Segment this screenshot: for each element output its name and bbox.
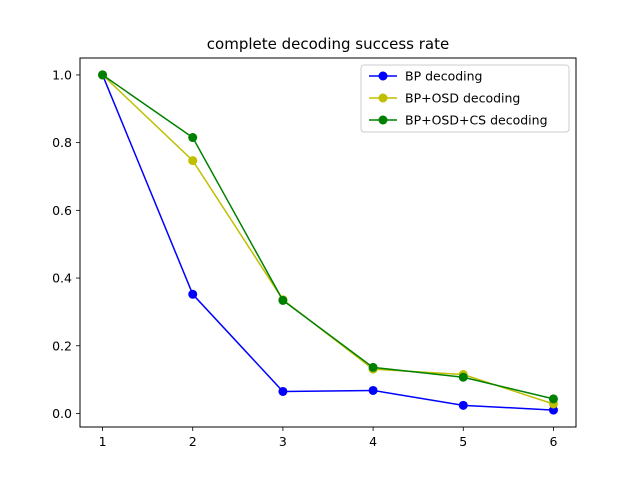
data-point xyxy=(548,394,558,404)
y-tick-label: 0.8 xyxy=(52,135,72,150)
y-tick-label: 0.4 xyxy=(52,271,72,286)
data-point xyxy=(278,295,288,305)
legend-box xyxy=(360,64,570,133)
chart-title: complete decoding success rate xyxy=(207,35,449,53)
legend-marker xyxy=(378,115,388,125)
series-line xyxy=(101,74,554,411)
legend-marker xyxy=(378,71,388,81)
x-tick-label: 4 xyxy=(369,434,377,449)
y-tick-label: 1.0 xyxy=(52,67,72,82)
y-tick-label: 0.6 xyxy=(52,203,72,218)
data-point xyxy=(368,385,378,395)
data-point xyxy=(458,400,468,410)
series-line xyxy=(102,74,554,400)
x-tick-label: 1 xyxy=(99,434,107,449)
series-3 xyxy=(98,70,558,404)
x-tick-label: 3 xyxy=(279,434,287,449)
legend-label: BP+OSD decoding xyxy=(405,91,520,106)
legend: BP decoding BP+OSD decoding BP+OSD+CS deco… xyxy=(360,64,570,133)
x-axis: 1 2 3 4 5 6 xyxy=(99,427,557,449)
data-point xyxy=(368,362,378,372)
y-tick-label: 0.0 xyxy=(52,406,72,421)
plot-frame xyxy=(79,57,577,428)
data-point xyxy=(98,70,108,80)
data-point xyxy=(458,372,468,382)
legend-marker xyxy=(378,93,388,103)
data-point xyxy=(188,289,198,299)
x-tick-label: 2 xyxy=(189,434,197,449)
series-layer xyxy=(98,70,558,415)
y-tick-label: 0.2 xyxy=(52,338,72,353)
x-tick-label: 6 xyxy=(549,434,557,449)
y-axis: 0.0 0.2 0.4 0.6 0.8 1.0 xyxy=(52,67,80,421)
data-point xyxy=(188,156,198,166)
data-point xyxy=(278,386,288,396)
legend-label: BP+OSD+CS decoding xyxy=(405,113,548,128)
legend-label: BP decoding xyxy=(405,69,483,84)
data-point xyxy=(188,133,198,143)
x-tick-label: 5 xyxy=(459,434,467,449)
